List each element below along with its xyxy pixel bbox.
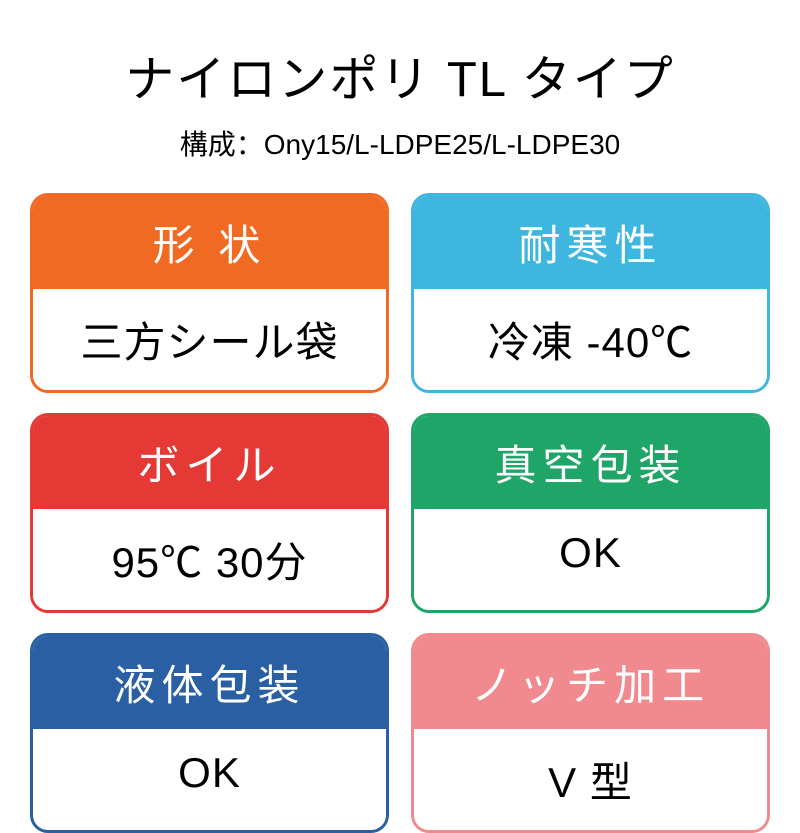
spec-card-body: V 型	[414, 729, 767, 830]
spec-card-header: 耐寒性	[414, 196, 767, 289]
composition-subtitle: 構成：Ony15/L-LDPE25/L-LDPE30	[180, 123, 620, 163]
spec-card-body: 冷凍 -40℃	[414, 289, 767, 390]
spec-card-cold: 耐寒性 冷凍 -40℃	[411, 193, 770, 393]
spec-card-body: OK	[33, 729, 386, 817]
spec-card-header: ボイル	[33, 416, 386, 509]
spec-card-notch: ノッチ加工 V 型	[411, 633, 770, 833]
spec-card-body: 三方シール袋	[33, 289, 386, 390]
spec-card-liquid: 液体包装 OK	[30, 633, 389, 833]
spec-card-header: 真空包装	[414, 416, 767, 509]
spec-card-shape: 形 状 三方シール袋	[30, 193, 389, 393]
spec-grid: 形 状 三方シール袋 耐寒性 冷凍 -40℃ ボイル 95℃ 30分 真空包装 …	[30, 193, 770, 833]
spec-card-header: ノッチ加工	[414, 636, 767, 729]
page-title: ナイロンポリ TL タイプ	[125, 40, 675, 111]
spec-card-boil: ボイル 95℃ 30分	[30, 413, 389, 613]
spec-card-body: OK	[414, 509, 767, 597]
spec-card-body: 95℃ 30分	[33, 509, 386, 610]
spec-card-vacuum: 真空包装 OK	[411, 413, 770, 613]
spec-card-header: 形 状	[33, 196, 386, 289]
spec-card-header: 液体包装	[33, 636, 386, 729]
